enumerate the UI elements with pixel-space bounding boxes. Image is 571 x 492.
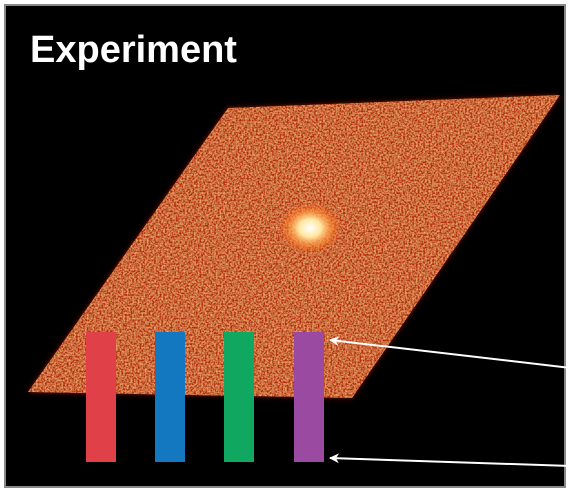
bright-spot xyxy=(278,202,342,254)
green-bar xyxy=(224,332,254,462)
red-bar xyxy=(86,332,116,462)
blue-bar xyxy=(155,332,185,462)
page: Experiment (() => { const data = JSON.pa… xyxy=(0,0,571,492)
purple-bar xyxy=(294,332,324,462)
figure-panel: Experiment xyxy=(0,0,571,492)
panel-title: Experiment xyxy=(30,29,237,71)
